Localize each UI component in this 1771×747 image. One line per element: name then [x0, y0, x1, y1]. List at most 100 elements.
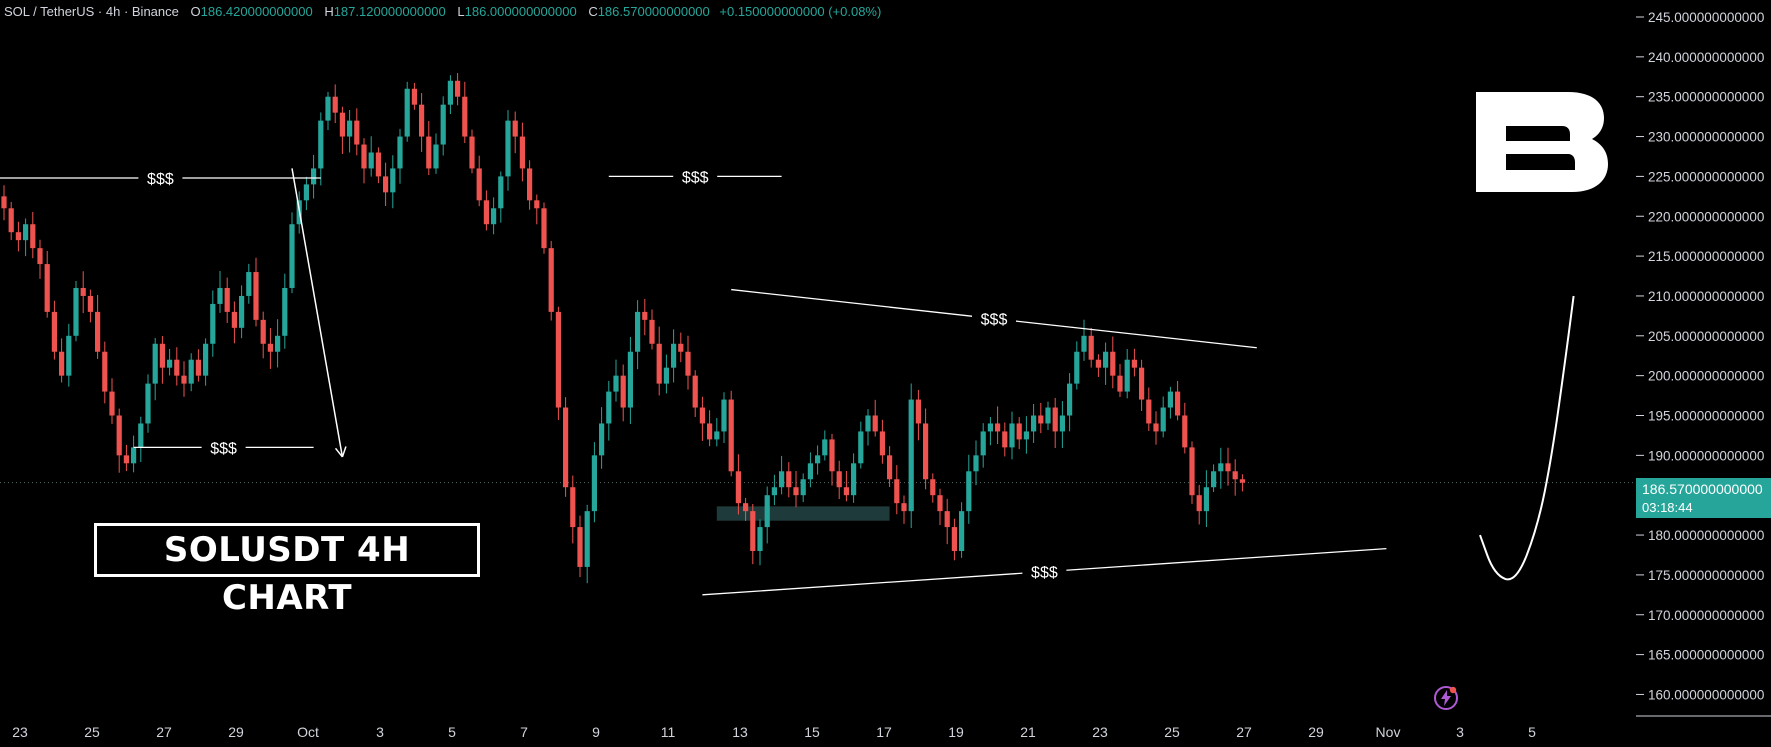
close-value: 186.570000000000 [597, 4, 710, 19]
y-tick-label: 225.000000000000 [1648, 169, 1764, 184]
candle-body [599, 423, 605, 456]
candle-body [1117, 375, 1123, 392]
candle [1153, 411, 1159, 445]
candle-body [887, 455, 893, 480]
candle-body [347, 120, 353, 137]
candle-body [123, 455, 129, 464]
candle-body [519, 136, 525, 169]
candle [750, 504, 756, 565]
current-price-value: 186.570000000000 [1642, 481, 1763, 497]
x-tick-label: 15 [804, 724, 820, 740]
candle-body [980, 431, 986, 456]
candle-body [1095, 359, 1101, 368]
candle-body [613, 375, 619, 392]
candle-body [764, 495, 770, 528]
candle [591, 442, 597, 523]
x-tick-label: 23 [12, 724, 28, 740]
candle-body [642, 311, 648, 320]
candle [1023, 416, 1029, 454]
time-axis: 23 25 27 29 Oct 3 5 7 9 11 13 15 17 19 21 23 25 27 29 Nov 3 5 [12, 724, 1536, 740]
x-tick-label: 3 [1456, 724, 1464, 740]
candle [980, 423, 986, 468]
candle-body [959, 511, 965, 551]
candle-body [1239, 479, 1245, 483]
y-tick-label: 170.000000000000 [1648, 608, 1764, 623]
candle [476, 155, 482, 207]
lightning-icon[interactable] [1432, 684, 1460, 712]
candle-body [1131, 359, 1137, 368]
candle-body [66, 335, 72, 376]
candle [627, 336, 633, 424]
candle-body [735, 471, 741, 504]
candle-body [239, 295, 245, 328]
candle [1067, 373, 1073, 432]
candle-body [87, 295, 93, 312]
candle-body [714, 431, 720, 440]
candle [1074, 341, 1080, 390]
candle [728, 390, 734, 477]
candle-body [231, 311, 237, 328]
candle [764, 486, 770, 544]
candle [347, 110, 353, 153]
candle [678, 332, 684, 363]
liquidity-zone [716, 506, 890, 521]
candle [469, 129, 475, 174]
candle [1002, 422, 1008, 457]
candle [1124, 349, 1130, 399]
candle [152, 337, 158, 401]
candle-body [894, 479, 900, 504]
low-label: L [457, 4, 465, 19]
candle [260, 311, 266, 359]
candle-body [570, 487, 576, 528]
annotation-label-bg [673, 166, 718, 187]
candle [1160, 396, 1166, 438]
candle [815, 445, 821, 475]
candle [145, 374, 151, 433]
candle [361, 138, 367, 184]
candle [505, 110, 511, 191]
candle-body [1218, 463, 1224, 472]
candle [951, 518, 957, 561]
candle [275, 319, 281, 368]
candle-body [606, 391, 612, 424]
candle [757, 519, 763, 566]
y-tick-label: 190.000000000000 [1648, 448, 1764, 463]
candle [498, 171, 504, 223]
candle-body [303, 184, 309, 201]
candle [1175, 380, 1181, 421]
candle-body [822, 439, 828, 456]
candle-body [1175, 391, 1181, 416]
candle-body [1045, 407, 1051, 424]
x-tick-label: 27 [1236, 724, 1252, 740]
y-tick-label: 200.000000000000 [1648, 369, 1764, 384]
down-arrow-head [334, 447, 343, 458]
high-value: 187.120000000000 [333, 4, 446, 19]
candle [203, 338, 209, 386]
candle [843, 470, 849, 502]
candle [714, 418, 720, 447]
candle [1110, 336, 1116, 389]
candle [944, 498, 950, 545]
low-value: 186.000000000000 [464, 4, 577, 19]
y-tick-label: 165.000000000000 [1648, 648, 1764, 663]
y-tick-label: 215.000000000000 [1648, 249, 1764, 264]
y-tick-label: 245.000000000000 [1648, 10, 1764, 25]
annotation-label: $$$ [147, 171, 174, 188]
candle [973, 440, 979, 486]
candle [339, 106, 345, 154]
x-tick-label: 25 [84, 724, 100, 740]
candle-body [800, 479, 806, 496]
candle-body [541, 208, 547, 249]
candle-body [325, 96, 331, 121]
annotation-label: $$$ [682, 169, 709, 186]
x-tick-label: 29 [228, 724, 244, 740]
x-tick-label: Nov [1376, 724, 1401, 740]
candle-body [1189, 447, 1195, 496]
price-axis: 245.000000000000 240.000000000000 235.0000… [1636, 10, 1771, 717]
candle-body [476, 168, 482, 201]
candle-body [23, 224, 29, 241]
candle [109, 378, 115, 424]
symbol-label[interactable]: SOL / TetherUS · 4h · Binance [4, 4, 179, 19]
candle [447, 75, 453, 114]
